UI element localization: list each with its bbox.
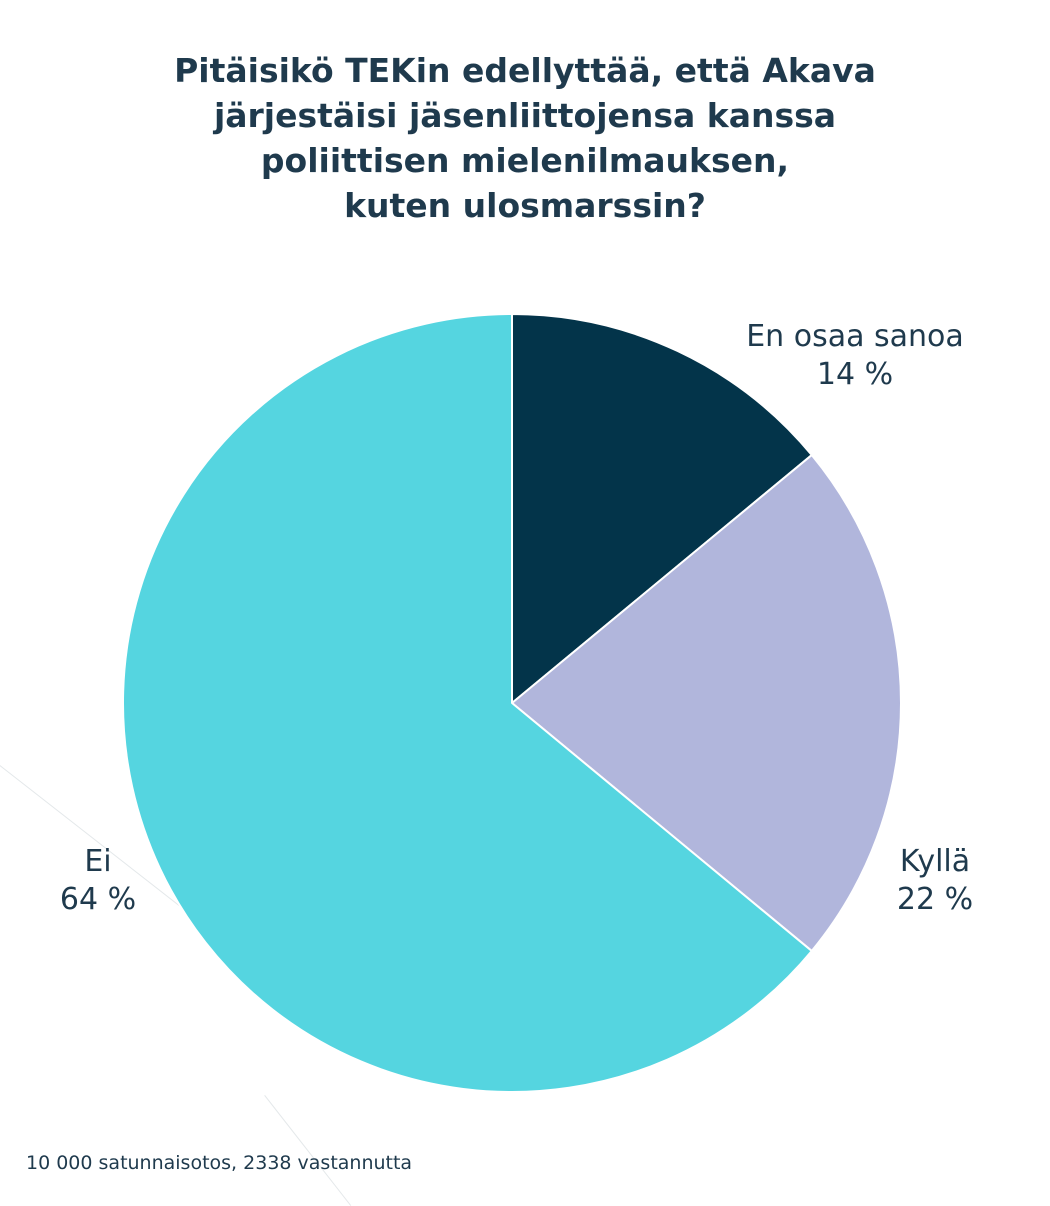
- chart-title-line-2: järjestäisi jäsenliittojensa kanssa: [213, 96, 837, 135]
- pie-slice-kylla: [511, 454, 902, 952]
- slice-label-ei: Ei 64 %: [38, 843, 158, 919]
- slice-label-kylla: Kyllä 22 %: [875, 843, 995, 919]
- pie-slice-ei: [122, 313, 813, 1093]
- slice-value-ei: 64 %: [59, 882, 137, 917]
- chart-title-line-3: poliittisen mielenilmauksen,: [260, 141, 790, 180]
- pie-slice-en-osaa-sanoa: [511, 313, 813, 704]
- slice-value-en-osaa-sanoa: 14 %: [816, 357, 894, 392]
- slice-name-ei: Ei: [84, 844, 112, 879]
- slice-name-en-osaa-sanoa: En osaa sanoa: [746, 319, 964, 354]
- chart-title-line-1: Pitäisikö TEKin edellyttää, että Akava: [174, 51, 876, 90]
- slice-name-kylla: Kyllä: [899, 844, 971, 879]
- chart-title: Pitäisikö TEKin edellyttää, että Akava j…: [0, 48, 1050, 228]
- pie-slices: [122, 313, 902, 1093]
- slice-label-en-osaa-sanoa: En osaa sanoa 14 %: [730, 318, 980, 394]
- footnote: 10 000 satunnaisotos, 2338 vastannutta: [26, 1152, 413, 1174]
- slice-value-kylla: 22 %: [896, 882, 974, 917]
- chart-title-line-4: kuten ulosmarssin?: [344, 186, 706, 225]
